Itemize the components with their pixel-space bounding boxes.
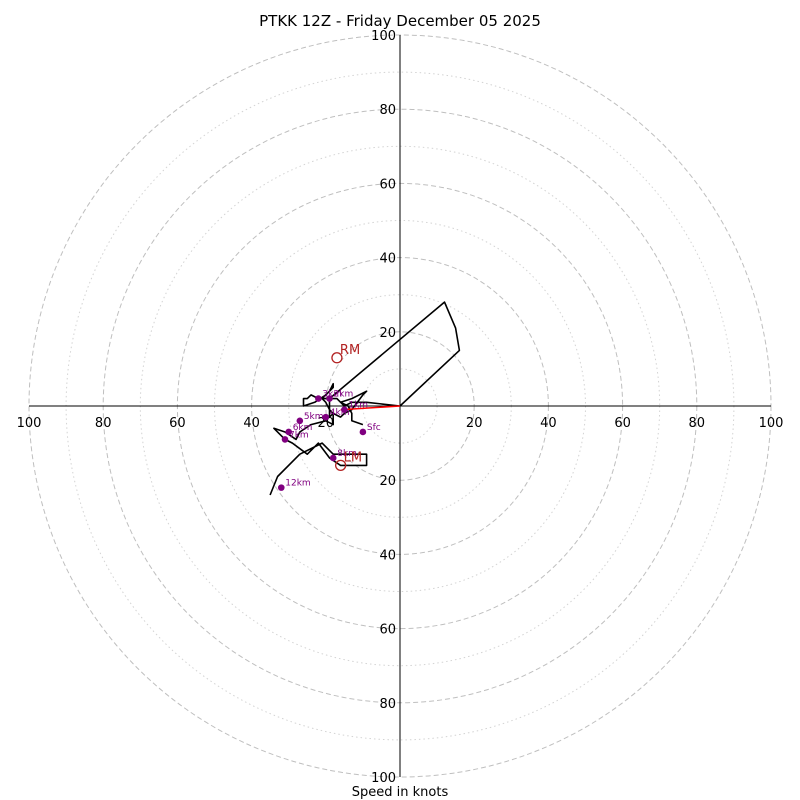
- hodograph-trace: [269, 301, 461, 496]
- tick-right-20: 20: [466, 416, 483, 431]
- height-marker-sfc: [359, 428, 367, 436]
- tick-bottom-80: 80: [379, 697, 396, 712]
- storm-motion-rm: [331, 352, 343, 364]
- height-label-3km: 3km: [322, 390, 342, 400]
- storm-motion-label-rm: RM: [340, 343, 360, 358]
- tick-right-40: 40: [540, 416, 557, 431]
- mean-wind-vector: [340, 405, 401, 411]
- height-label-12km: 12km: [285, 479, 310, 489]
- height-label-sfc: Sfc: [367, 423, 381, 433]
- height-marker-5km: [296, 417, 304, 425]
- tick-top-60: 60: [379, 177, 396, 192]
- height-marker-7km: [281, 436, 289, 443]
- tick-right-100: 100: [759, 416, 784, 431]
- tick-top-20: 20: [379, 326, 396, 341]
- height-marker-6km: [285, 428, 293, 436]
- chart-title: PTKK 12Z - Friday December 05 2025: [259, 12, 541, 30]
- tick-left-80: 80: [95, 416, 112, 431]
- tick-right-80: 80: [689, 416, 706, 431]
- tick-bottom-20: 20: [379, 474, 396, 489]
- height-marker-8km: [329, 454, 337, 462]
- height-label-6km: 6km: [293, 423, 313, 433]
- height-label-5km: 5km: [304, 412, 324, 422]
- hodograph-line-0: [269, 301, 461, 496]
- storm-motion-vector: [340, 405, 401, 411]
- tick-top-80: 80: [379, 103, 396, 118]
- height-marker-12km: [277, 484, 285, 491]
- tick-left-20: 20: [318, 416, 335, 431]
- height-marker-4km: [322, 413, 330, 421]
- storm-motion-label-lm: LM: [344, 450, 362, 465]
- tick-bottom-60: 60: [379, 623, 396, 638]
- tick-right-60: 60: [614, 416, 631, 431]
- height-label-7km: 7km: [289, 430, 309, 440]
- height-label-1km: 1km: [348, 401, 368, 411]
- x-axis-label: Speed in knots: [352, 785, 449, 800]
- height-label-2km: 2km: [334, 390, 354, 400]
- height-label-4km: 4km: [330, 408, 350, 418]
- tick-bottom-40: 40: [379, 548, 396, 563]
- height-marker-3km: [315, 395, 322, 402]
- height-label-8km: 8km: [337, 449, 357, 459]
- storm-motion-lm: [334, 459, 347, 472]
- tick-left-100: 100: [17, 416, 42, 431]
- tick-left-40: 40: [243, 416, 260, 431]
- tick-top-100: 100: [371, 29, 396, 44]
- storm-motion-markers: RM LM: [331, 343, 362, 472]
- height-marker-2km: [326, 395, 333, 402]
- tick-labels: 20 40 60 80 100 20 40 60 80 100 20 40 60 80 100 20 40 60 8…: [17, 29, 784, 786]
- tick-bottom-100: 100: [371, 771, 396, 786]
- tick-top-40: 40: [379, 252, 396, 267]
- height-marker-1km: [341, 406, 348, 414]
- tick-left-60: 60: [169, 416, 186, 431]
